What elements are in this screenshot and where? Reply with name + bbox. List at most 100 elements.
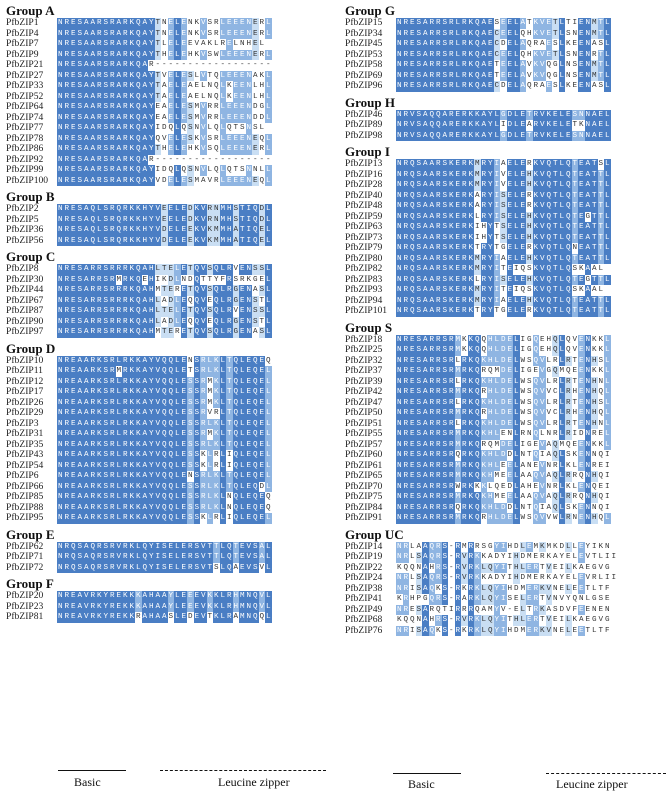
residue: D — [513, 583, 520, 594]
residue: L — [115, 387, 122, 398]
residue: Q — [161, 502, 168, 513]
residue: H — [226, 235, 233, 246]
residue: D — [506, 450, 513, 461]
residue: Y — [148, 81, 155, 92]
residue: E — [70, 306, 77, 317]
residue: R — [63, 70, 70, 81]
residue: E — [245, 408, 252, 419]
residue: L — [513, 355, 520, 366]
residue: Q — [545, 295, 552, 306]
residue: K — [135, 450, 142, 461]
residue: E — [506, 232, 513, 243]
residue: S — [187, 513, 194, 524]
sequence-id: PfbZIP11 — [6, 365, 43, 376]
residue: R — [591, 429, 598, 440]
residue: A — [89, 133, 96, 144]
sequence-row: PfbZIP87 N R E S A R R S R R R K Q A H L T E L E T Q V S Q L R V E N S S… — [6, 305, 333, 317]
residue: L — [558, 39, 565, 50]
residue: E — [565, 109, 572, 120]
residue: R — [63, 397, 70, 408]
residue: L — [115, 408, 122, 419]
residue: E — [409, 481, 416, 492]
residue: R — [461, 81, 468, 92]
sequence-id: PfbZIP82 — [345, 263, 383, 274]
residue: E — [167, 70, 174, 81]
residue: S — [252, 316, 259, 327]
residue: T — [591, 552, 598, 563]
residue: V — [539, 460, 546, 471]
residue: Q — [213, 165, 220, 176]
residue: L — [239, 502, 246, 513]
residue: L — [115, 471, 122, 482]
residue: Q — [213, 306, 220, 317]
residue: K — [532, 201, 539, 212]
residue: N — [57, 316, 64, 327]
sequence-id: PfbZIP35 — [6, 438, 44, 450]
sequence-row: PfbZIP28 N R Q S A A R S K E R K M R Y I V E L E H K V Q T L Q T E A T T… — [345, 179, 665, 191]
residue: Q — [232, 408, 239, 419]
residue: R — [435, 70, 442, 81]
residue: H — [591, 355, 598, 366]
residue: T — [571, 180, 578, 191]
residue: L — [493, 397, 500, 408]
residue: R — [448, 39, 455, 50]
residue: S — [206, 327, 213, 338]
residue: V — [539, 28, 546, 39]
residue: L — [558, 28, 565, 39]
residue: S — [441, 594, 448, 605]
residue: A — [76, 460, 83, 471]
residue: W — [454, 481, 461, 492]
residue: N — [584, 345, 591, 356]
sequence-id: PfbZIP100 — [6, 174, 49, 186]
residue: E — [180, 70, 187, 81]
residue: R — [258, 18, 265, 29]
residue: A — [141, 439, 148, 450]
residue: R — [402, 169, 409, 180]
residue: R — [402, 502, 409, 513]
residue: N — [584, 355, 591, 366]
residue: Q — [571, 594, 578, 605]
residue: V — [200, 601, 207, 612]
residue: R — [122, 235, 129, 246]
residue: M — [519, 583, 526, 594]
residue: S — [441, 201, 448, 212]
residue: R — [428, 513, 435, 524]
residue: V — [154, 492, 161, 503]
residue: R — [96, 274, 103, 285]
residue: V — [200, 552, 207, 563]
residue: R — [63, 91, 70, 102]
residue: L — [219, 123, 226, 134]
sequence-row: PfbZIP50 N R E S A R R S R M R K Q R H L D E L W S Q V V C L R H E N H Q… — [345, 407, 665, 419]
residue: K — [96, 601, 103, 612]
residue: A — [83, 439, 90, 450]
residue: S — [102, 70, 109, 81]
residue: E — [578, 541, 585, 552]
residue: M — [206, 429, 213, 440]
residue: E — [578, 253, 585, 264]
residue: R — [174, 327, 181, 338]
residue: D — [500, 345, 507, 356]
residue: K — [128, 601, 135, 612]
residue: V — [245, 541, 252, 552]
residue: C — [552, 387, 559, 398]
residue: I — [409, 583, 416, 594]
residue: E — [70, 492, 77, 503]
residue: Y — [148, 39, 155, 50]
residue: L — [96, 214, 103, 225]
residue: L — [174, 81, 181, 92]
residue: E — [226, 28, 233, 39]
residue: M — [239, 591, 246, 602]
residue: R — [63, 165, 70, 176]
residue: R — [122, 502, 129, 513]
residue: Q — [252, 481, 259, 492]
residue: E — [519, 274, 526, 285]
sequence-row: PfbZIP33 N R E S A A R S R A R K Q A Y T A E L E A E L N Q L K E E N L H… — [6, 80, 333, 92]
residue: A — [83, 274, 90, 285]
residue: Q — [474, 334, 481, 345]
residue: N — [584, 439, 591, 450]
sequence-row: PfbZIP53 N R E S A R R S R L R K Q A E C E E L Q H K V E T L S N E N R T… — [345, 49, 665, 60]
residue: R — [461, 355, 468, 366]
alignment-group: Group I PfbZIP13 N R Q S A A R S K E R K M R Y I A E L E R K V Q T… — [345, 144, 665, 317]
